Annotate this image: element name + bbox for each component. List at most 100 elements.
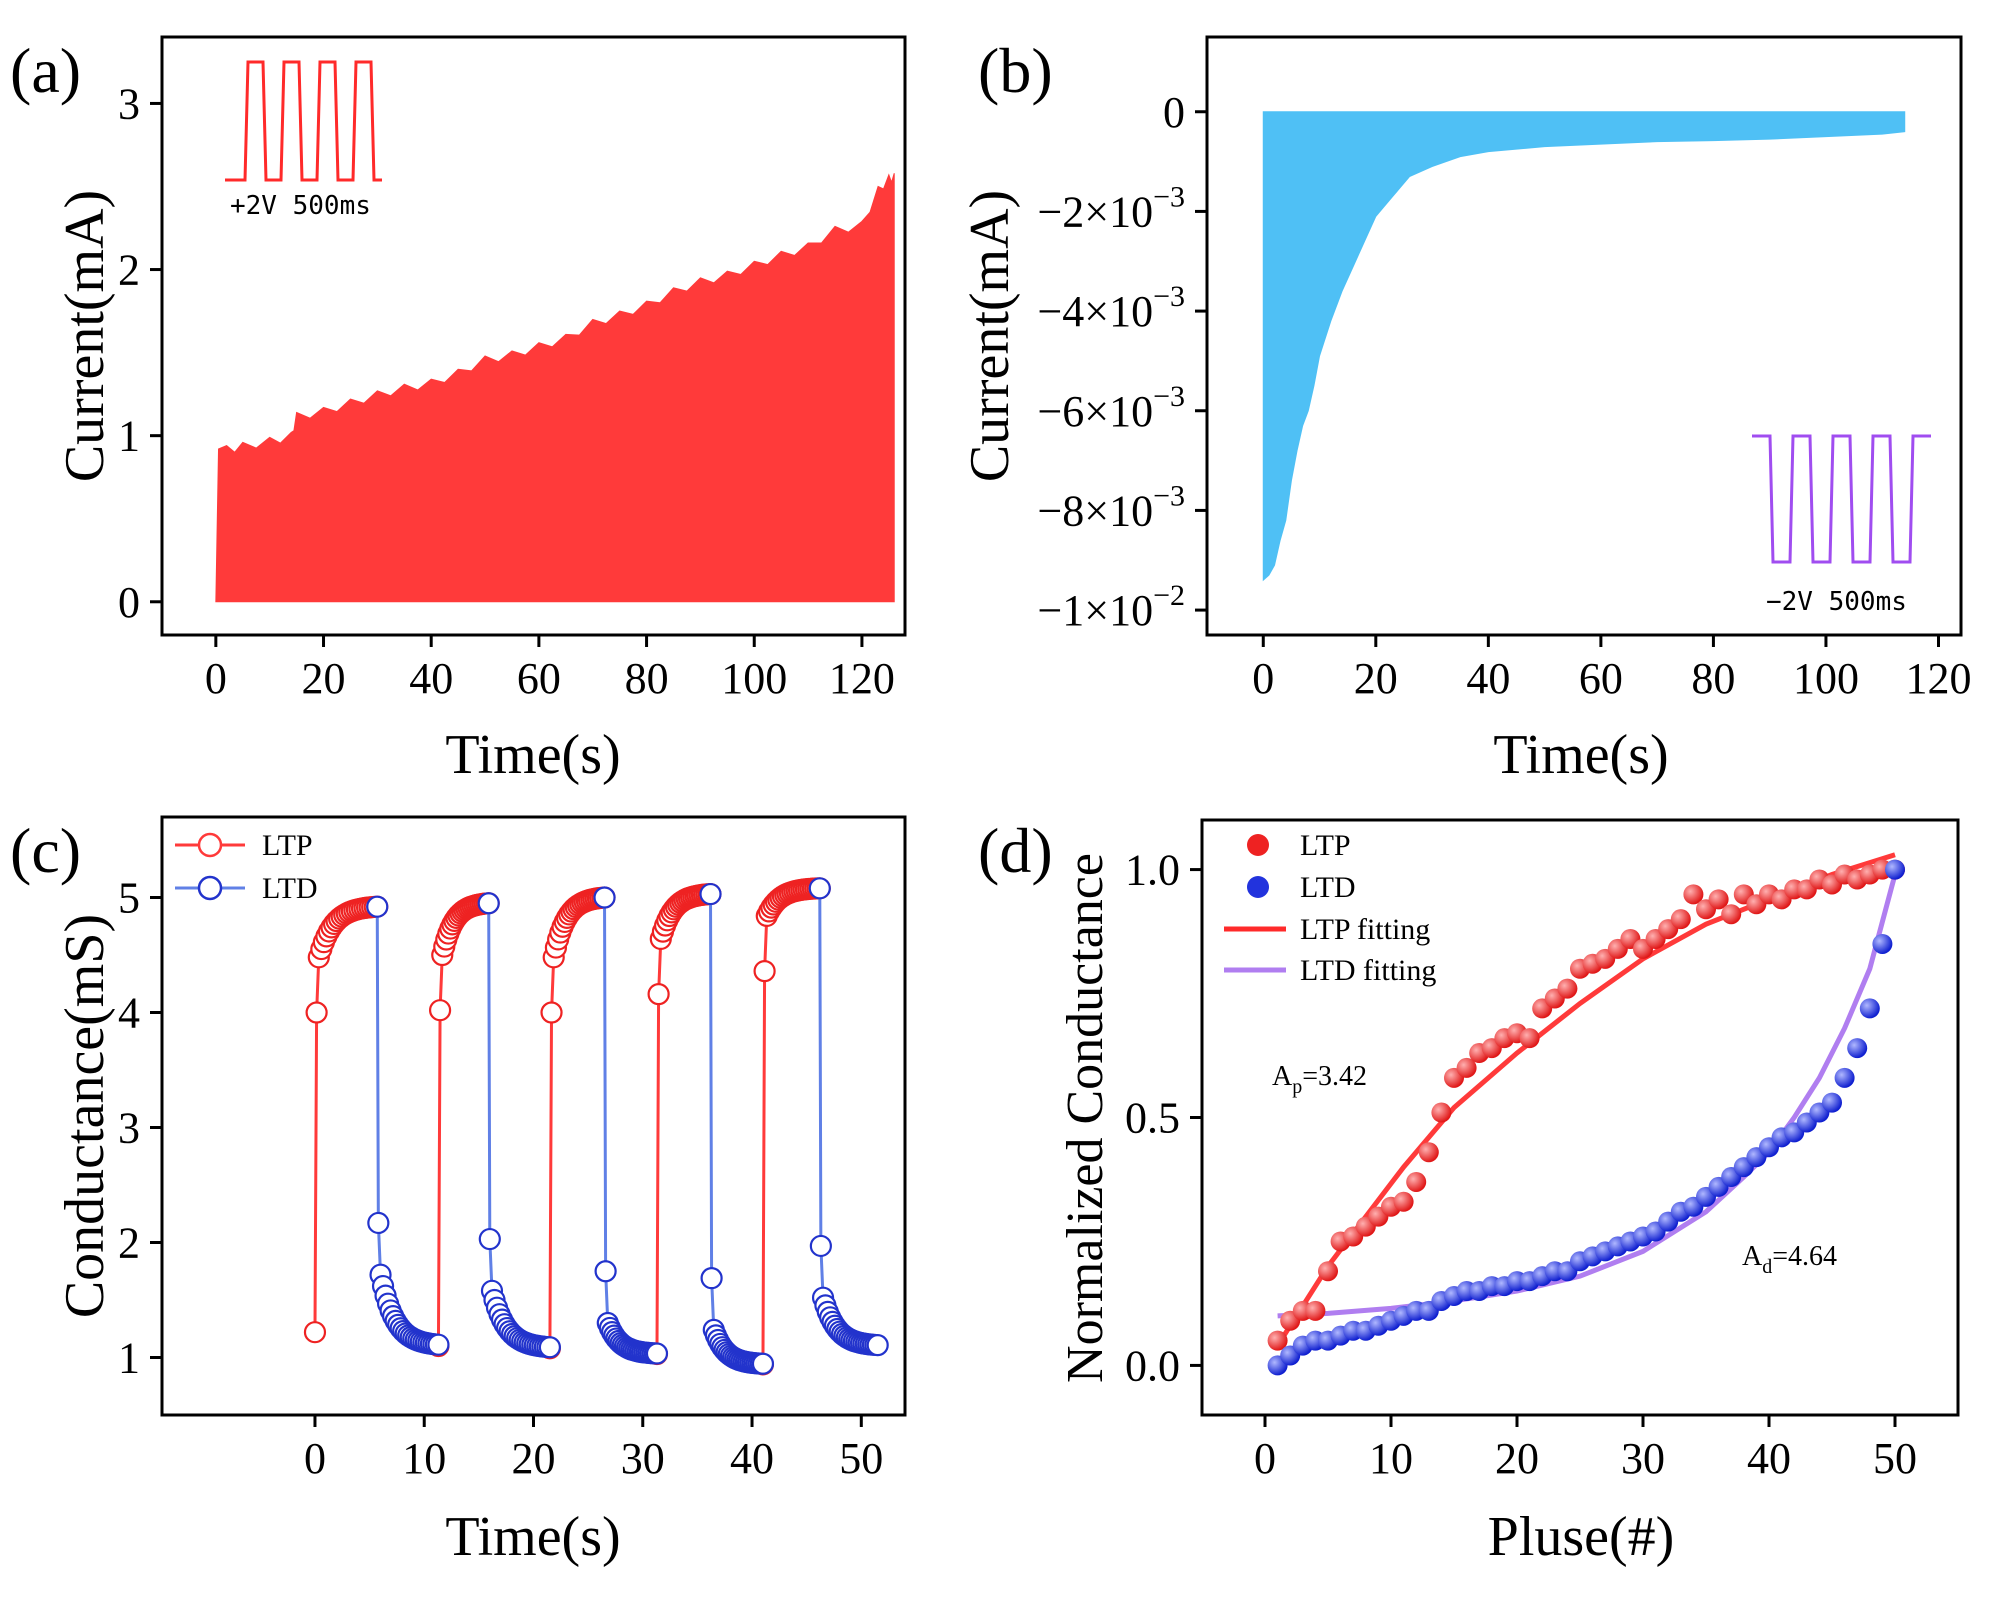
legend-d-ltd-label: LTD <box>1300 871 1356 904</box>
ltd-point <box>809 1234 832 1258</box>
panel-c-x-label: Time(s) <box>445 1506 620 1568</box>
x-tick-label: 0 <box>304 1434 326 1483</box>
ltd-point <box>477 892 500 915</box>
ltp-data-point <box>1519 1028 1540 1049</box>
panel-b-inset-label: −2V 500ms <box>1766 587 1907 617</box>
y-tick-label: −2×10−3 <box>1037 180 1185 236</box>
x-tick-label: 80 <box>1691 654 1735 703</box>
x-tick-label: 40 <box>1466 654 1510 703</box>
ltp-cycle-line <box>655 892 711 1355</box>
ltp-data-point <box>1721 904 1742 925</box>
panel-b-y-ticks: 0 −2×10−3 −4×10−3 −6×10−3 −8×10−3 −1×10−2 <box>1037 88 1207 635</box>
x-tick-label: 20 <box>1354 654 1398 703</box>
ltd-cycle-line <box>709 894 764 1366</box>
ltp-data-point <box>1557 978 1578 999</box>
ltd-data-point <box>1872 933 1893 954</box>
y-tick-label: 4 <box>118 989 140 1038</box>
ltp-data-point <box>1708 889 1729 910</box>
y-tick-label: 2 <box>118 246 140 295</box>
y-tick-label: 3 <box>118 79 140 128</box>
x-tick-label: 20 <box>302 654 346 703</box>
ltp-data-point <box>1393 1191 1414 1212</box>
ltd-point <box>366 895 389 918</box>
x-tick-label: 40 <box>730 1434 774 1483</box>
panel-d-legend: LTP LTD LTP fitting LTD fitting <box>1224 829 1436 987</box>
panel-a-pulse-inset-icon <box>225 60 382 182</box>
panel-b-label: (b) <box>978 35 1053 106</box>
x-tick-label: 30 <box>1621 1434 1665 1483</box>
panel-c-plot <box>303 877 889 1376</box>
x-tick-label: 120 <box>829 654 895 703</box>
legend-ltd-dot <box>1247 876 1269 898</box>
x-tick-label: 0 <box>1252 654 1274 703</box>
y-tick-label: 1 <box>118 1334 140 1383</box>
ltd-data-point <box>1834 1067 1855 1088</box>
panel-c: (c) 0 10 20 30 40 50 1 2 3 4 5 Time(s) Conductanc… <box>10 815 907 1568</box>
panel-d-y-ticks: 0.0 0.5 1.0 <box>1125 846 1202 1390</box>
panel-a-x-label: Time(s) <box>445 724 620 786</box>
panel-a-axes-frame <box>160 35 907 637</box>
x-tick-label: 60 <box>1579 654 1623 703</box>
panel-a-y-ticks: 0 1 2 3 <box>118 79 162 627</box>
x-tick-label: 100 <box>1793 654 1859 703</box>
legend-ltp-label: LTP <box>262 829 313 862</box>
ltp-data-point <box>1406 1171 1427 1192</box>
panel-c-y-label: Conductance(mS) <box>54 914 116 1318</box>
panel-d-label: (d) <box>978 815 1053 886</box>
ltd-point <box>645 1342 669 1365</box>
panel-d-x-ticks: 0 10 20 30 40 50 <box>1254 1415 1917 1483</box>
y-tick-label: 2 <box>118 1219 140 1268</box>
y-tick-label: 1 <box>118 412 140 461</box>
ltd-data-point <box>1885 859 1905 880</box>
ltp-data-point <box>1683 884 1704 905</box>
panel-a: (a) 0 20 40 60 80 100 120 0 1 2 3 Time(s) Current… <box>10 35 907 786</box>
panel-a-current-area <box>215 173 895 603</box>
y-tick-label: 5 <box>118 874 140 923</box>
panel-a-x-ticks: 0 20 40 60 80 100 120 <box>205 635 895 703</box>
legend-ltp-dot <box>1247 834 1269 856</box>
x-tick-label: 80 <box>625 654 669 703</box>
annotation-ad: Ad=4.64 <box>1742 1241 1837 1278</box>
x-tick-label: 20 <box>512 1434 556 1483</box>
ltd-point <box>751 1352 775 1375</box>
x-tick-label: 10 <box>402 1434 446 1483</box>
ltp-point <box>305 1001 328 1024</box>
ltd-point <box>427 1333 450 1356</box>
ltd-data-point <box>1847 1038 1868 1059</box>
panel-b-y-label: Current(mA) <box>959 190 1021 482</box>
x-tick-label: 50 <box>1873 1434 1917 1483</box>
ltp-data-point <box>1456 1057 1477 1078</box>
y-tick-label: 0.0 <box>1125 1341 1180 1390</box>
x-tick-label: 20 <box>1495 1434 1539 1483</box>
y-tick-label: 1.0 <box>1125 846 1180 895</box>
ltp-data-point <box>1267 1330 1288 1351</box>
y-tick-label: −6×10−3 <box>1037 380 1185 436</box>
y-tick-label: −8×10−3 <box>1037 479 1185 535</box>
annotation-ap: Ap=3.42 <box>1272 1061 1367 1098</box>
y-tick-label: −1×10−2 <box>1037 579 1185 635</box>
x-tick-label: 50 <box>839 1434 883 1483</box>
x-tick-label: 0 <box>205 654 227 703</box>
ltd-point <box>700 1267 723 1290</box>
y-tick-label: 0 <box>1163 88 1185 137</box>
ltp-data-point <box>1418 1142 1439 1163</box>
ltp-data-point <box>1305 1300 1326 1321</box>
y-tick-label: 0.5 <box>1125 1094 1180 1143</box>
ltd-point <box>538 1336 561 1359</box>
x-tick-label: 0 <box>1254 1434 1276 1483</box>
panel-b-pulse-inset-icon <box>1752 434 1931 564</box>
x-tick-label: 10 <box>1369 1434 1413 1483</box>
ltp-data-point <box>1318 1261 1338 1282</box>
ltp-cycle-line <box>313 905 378 1333</box>
panel-d: (d) 0 10 20 30 40 50 0.0 0.5 1.0 Pluse(#) Norma… <box>978 815 1960 1568</box>
x-tick-label: 40 <box>409 654 453 703</box>
ltd-point <box>478 1227 501 1251</box>
ltd-point <box>808 877 831 900</box>
panel-b-axes-frame <box>1205 35 1963 637</box>
panel-d-x-label: Pluse(#) <box>1488 1506 1675 1568</box>
ltp-data-point <box>1670 909 1691 930</box>
ltp-point <box>540 1001 563 1024</box>
y-tick-label: −4×10−3 <box>1037 280 1185 336</box>
ltd-point <box>593 886 616 909</box>
ltp-point <box>647 982 670 1006</box>
